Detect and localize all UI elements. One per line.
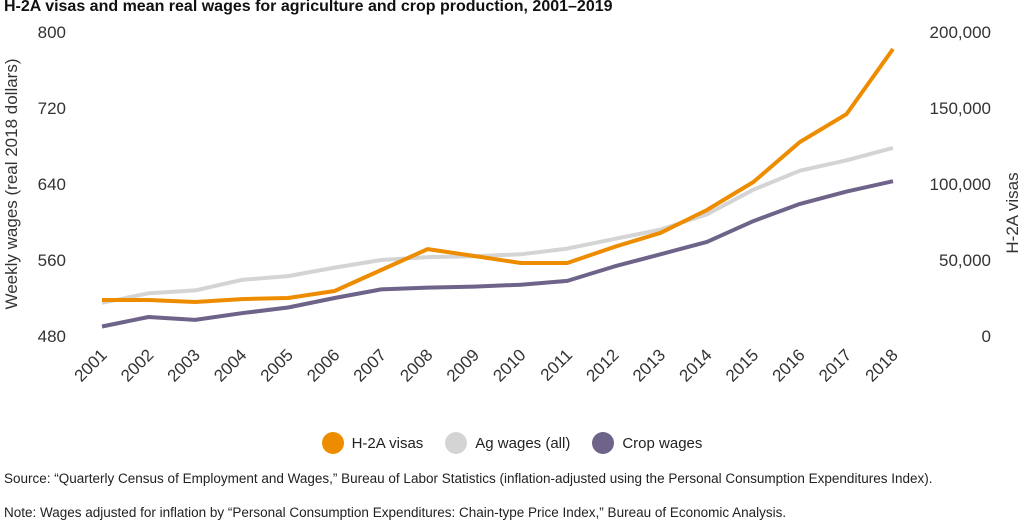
y-tick-label: 640 xyxy=(38,175,66,194)
source-note: Source: “Quarterly Census of Employment … xyxy=(4,470,1004,487)
x-tick-label: 2013 xyxy=(629,345,669,385)
x-tick-label: 2006 xyxy=(303,345,343,385)
x-tick-label: 2018 xyxy=(862,345,902,385)
legend-label: Ag wages (all) xyxy=(475,435,570,452)
y2-tick-label: 150,000 xyxy=(930,99,991,118)
legend-swatch xyxy=(445,432,467,454)
x-tick-label: 2014 xyxy=(676,345,716,385)
x-tick-label: 2016 xyxy=(769,345,809,385)
y-tick-label: 560 xyxy=(38,251,66,270)
footnote: Note: Wages adjusted for inflation by “P… xyxy=(4,504,1004,521)
series-line-h-2a-visas xyxy=(102,49,893,302)
x-tick-label: 2010 xyxy=(489,345,529,385)
y2-tick-label: 100,000 xyxy=(930,175,991,194)
y-tick-label: 720 xyxy=(38,99,66,118)
legend-label: H-2A visas xyxy=(352,435,424,452)
chart: 480 560 640 720 800 0 50,000 100,000 150,000 200… xyxy=(0,0,1024,430)
series-line-ag-wages-all- xyxy=(102,148,893,303)
x-tick-label: 2003 xyxy=(164,345,204,385)
x-tick-label: 2004 xyxy=(210,345,250,385)
x-tick-label: 2008 xyxy=(396,345,436,385)
legend-label: Crop wages xyxy=(622,435,702,452)
y2-axis-label: H-2A visas xyxy=(1003,172,1022,253)
x-tick-label: 2009 xyxy=(443,345,483,385)
y2-tick-label: 50,000 xyxy=(939,251,991,270)
y2-tick-label: 0 xyxy=(982,327,991,346)
y-tick-label: 480 xyxy=(38,327,66,346)
x-tick-label: 2001 xyxy=(71,345,111,385)
legend-item-ag-wages: Ag wages (all) xyxy=(445,432,570,454)
x-tick-label: 2011 xyxy=(537,345,576,384)
y-axis-label: Weekly wages (real 2018 dollars) xyxy=(2,58,21,309)
x-tick-label: 2007 xyxy=(350,345,390,385)
x-tick-label: 2017 xyxy=(815,345,855,385)
x-tick-label: 2005 xyxy=(257,345,297,385)
legend-swatch xyxy=(322,432,344,454)
legend: H-2A visas Ag wages (all) Crop wages xyxy=(0,432,1024,454)
legend-swatch xyxy=(592,432,614,454)
legend-item-h2a: H-2A visas xyxy=(322,432,424,454)
x-tick-label: 2002 xyxy=(117,345,157,385)
legend-item-crop-wages: Crop wages xyxy=(592,432,702,454)
x-tick-label: 2012 xyxy=(582,345,622,385)
y-tick-label: 800 xyxy=(38,23,66,42)
x-tick-label: 2015 xyxy=(722,345,762,385)
y2-tick-label: 200,000 xyxy=(930,23,991,42)
